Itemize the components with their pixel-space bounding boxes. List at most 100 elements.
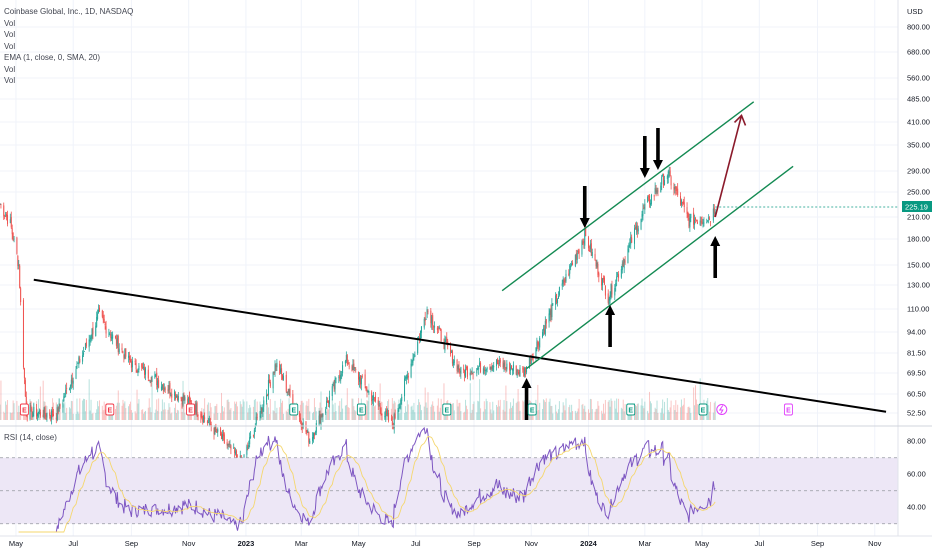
candle-body xyxy=(493,366,495,368)
candle-body xyxy=(379,405,381,410)
candle-body xyxy=(410,363,412,378)
candle-body xyxy=(135,363,137,369)
volume-bar xyxy=(214,406,216,420)
candle-body xyxy=(453,359,455,363)
candle-body xyxy=(83,350,85,352)
volume-bar xyxy=(312,411,314,420)
volume-bar xyxy=(710,401,712,420)
candle-body xyxy=(38,410,40,412)
candle-body xyxy=(49,412,51,416)
candle-body xyxy=(214,425,216,434)
volume-bar xyxy=(83,398,85,420)
candle-body xyxy=(477,367,479,369)
volume-bar xyxy=(229,409,231,420)
candle-body xyxy=(276,362,278,368)
grid-lines xyxy=(0,0,898,536)
chart-drawings[interactable] xyxy=(33,101,898,420)
volume-bar xyxy=(3,411,5,420)
candle-body xyxy=(5,215,7,217)
candle-body xyxy=(130,361,132,368)
candle-body xyxy=(709,218,711,220)
candle-body xyxy=(77,362,79,364)
volume-bar xyxy=(476,412,478,420)
candle-body xyxy=(150,380,152,383)
volume-bar xyxy=(696,404,698,420)
candle-body xyxy=(602,278,604,286)
volume-bar xyxy=(688,406,690,420)
candle-body xyxy=(327,400,329,402)
volume-bar xyxy=(169,407,171,420)
candle-body xyxy=(66,387,68,389)
legend-ema[interactable]: EMA (1, close, 0, SMA, 20) xyxy=(4,53,101,62)
candle-body xyxy=(149,381,151,382)
volume-bar xyxy=(411,405,413,420)
candle-body xyxy=(505,367,507,370)
volume-bar xyxy=(537,384,539,420)
volume-bar xyxy=(683,398,685,420)
volume-bar xyxy=(184,412,186,420)
volume-bar xyxy=(18,405,20,420)
candle-body xyxy=(30,404,32,407)
candle-body xyxy=(463,368,465,371)
volume-bar xyxy=(381,402,383,420)
candle-body xyxy=(446,337,448,344)
candle-body xyxy=(648,195,650,197)
candle-body xyxy=(391,421,393,426)
candle-body xyxy=(365,386,367,391)
candle-body xyxy=(151,376,153,382)
volume-bar xyxy=(502,409,504,420)
legend-vol-4[interactable]: Vol xyxy=(4,64,16,74)
volume-bar xyxy=(695,399,697,420)
down-arrow-marker xyxy=(652,128,663,170)
candle-body xyxy=(572,262,574,265)
candle-body xyxy=(11,228,13,235)
candle-body xyxy=(268,379,270,383)
candle-body xyxy=(129,355,131,361)
rsi-ma-line xyxy=(18,436,716,533)
x-tick-label: May xyxy=(9,539,23,548)
candle-body xyxy=(431,316,433,325)
candle-body xyxy=(31,408,33,417)
candle-body xyxy=(162,384,164,392)
volume-bar xyxy=(88,379,90,420)
y-tick-label: 60.50 xyxy=(907,390,926,399)
volume-bar xyxy=(97,401,99,420)
candle-body xyxy=(62,402,64,408)
volume-bar xyxy=(285,410,287,420)
candle-body xyxy=(563,280,565,283)
volume-bar xyxy=(406,400,408,420)
candle-body xyxy=(300,420,302,427)
candle-body xyxy=(608,298,610,305)
volume-bar xyxy=(602,413,604,420)
candle-body xyxy=(661,176,663,185)
candle-body xyxy=(381,413,383,416)
volume-bar xyxy=(568,407,570,420)
volume-bar xyxy=(623,411,625,420)
legend-vol-5[interactable]: Vol xyxy=(4,76,16,85)
volume-bar xyxy=(378,406,380,420)
legend-vol-3[interactable]: Vol xyxy=(4,41,16,51)
volume-bar xyxy=(45,405,47,420)
candle-body xyxy=(650,194,652,204)
volume-bar xyxy=(181,411,183,420)
x-tick-label: Mar xyxy=(295,539,308,548)
volume-bar xyxy=(439,407,441,420)
candle-body xyxy=(578,250,580,254)
volume-bar xyxy=(327,407,329,420)
legend-vol-2[interactable]: Vol xyxy=(4,30,16,39)
legend-vol-1[interactable]: Vol xyxy=(4,18,16,28)
candle-body xyxy=(223,434,225,443)
volume-bar xyxy=(522,400,524,420)
volume-bar xyxy=(286,412,288,420)
candle-body xyxy=(611,285,613,295)
candle-body xyxy=(581,241,583,255)
candle-body xyxy=(515,365,517,375)
candle-body xyxy=(561,283,563,286)
volume-bar xyxy=(76,398,78,420)
candle-body xyxy=(188,397,190,403)
volume-bar xyxy=(148,398,150,420)
candle-body xyxy=(594,253,596,261)
rsi-title[interactable]: RSI (14, close) xyxy=(4,433,57,442)
